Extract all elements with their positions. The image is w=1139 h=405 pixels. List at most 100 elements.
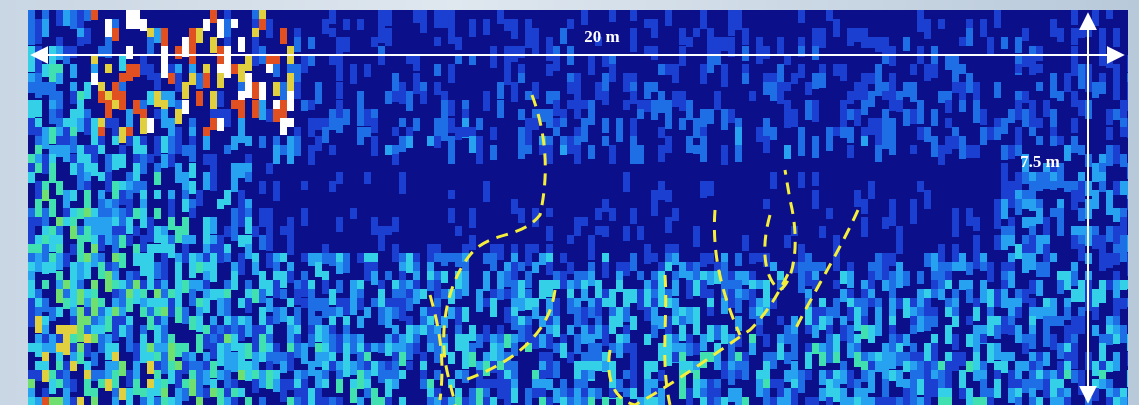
cell	[28, 217, 35, 235]
cell	[581, 127, 588, 142]
cell	[1092, 10, 1099, 26]
cell	[196, 280, 203, 291]
cell	[189, 379, 196, 396]
cell	[140, 100, 147, 110]
cell	[707, 181, 714, 196]
cell	[161, 397, 168, 405]
cell	[924, 316, 931, 331]
cell	[1071, 352, 1078, 369]
cell	[476, 145, 483, 164]
cell	[651, 253, 658, 262]
cell	[70, 244, 77, 255]
cell	[861, 100, 868, 115]
cell	[560, 253, 567, 263]
cell	[595, 280, 602, 290]
cell	[665, 217, 672, 233]
cell	[721, 361, 728, 379]
cell	[378, 370, 385, 383]
cell	[98, 127, 105, 137]
cell	[287, 145, 294, 164]
cell	[749, 307, 756, 319]
cell	[35, 253, 42, 272]
cell	[56, 253, 63, 270]
cell	[826, 10, 833, 21]
cell	[385, 316, 392, 328]
cell	[154, 226, 161, 243]
cell	[1120, 298, 1127, 309]
cell	[231, 100, 238, 109]
cell	[406, 325, 413, 345]
cell	[259, 289, 266, 303]
cell	[147, 352, 154, 362]
cell	[98, 199, 105, 217]
cell	[287, 73, 294, 83]
cell	[616, 262, 623, 271]
cell	[147, 154, 154, 163]
cell	[413, 280, 420, 290]
cell	[301, 55, 308, 73]
cell	[161, 253, 168, 273]
cell	[854, 190, 861, 207]
cell	[742, 28, 749, 45]
cell	[112, 325, 119, 341]
cell	[413, 10, 420, 23]
cell	[336, 100, 343, 119]
cell	[238, 370, 245, 380]
cell	[1092, 325, 1099, 336]
cell	[1071, 28, 1078, 45]
cell	[616, 343, 623, 358]
cell	[1127, 55, 1134, 72]
cell	[1050, 334, 1057, 350]
cell	[735, 10, 742, 30]
cell	[350, 388, 357, 403]
cell	[679, 118, 686, 130]
cell	[336, 82, 343, 99]
cell	[1113, 82, 1120, 92]
cell	[546, 379, 553, 390]
cell	[511, 262, 518, 282]
cell	[154, 334, 161, 343]
cell	[903, 397, 910, 405]
cell	[154, 190, 161, 199]
cell	[301, 352, 308, 364]
cell	[168, 154, 175, 167]
cell	[532, 37, 539, 56]
cell	[707, 352, 714, 362]
cell	[651, 361, 658, 372]
cell	[1057, 343, 1064, 359]
cell	[742, 235, 749, 251]
cell	[1078, 208, 1085, 221]
cell	[406, 316, 413, 326]
cell	[882, 352, 889, 372]
cell	[553, 325, 560, 337]
cell	[798, 379, 805, 393]
cell	[875, 82, 882, 96]
cell	[1113, 226, 1120, 246]
cell	[973, 370, 980, 381]
cell	[140, 334, 147, 352]
cell	[504, 55, 511, 75]
cell	[245, 82, 252, 98]
cell	[595, 388, 602, 399]
cell	[301, 343, 308, 352]
cell	[707, 379, 714, 397]
cell	[672, 298, 679, 318]
cell	[609, 10, 616, 22]
cell	[882, 217, 889, 229]
cell	[1036, 136, 1043, 145]
cell	[462, 370, 469, 383]
cell	[189, 28, 196, 48]
cell	[728, 388, 735, 402]
cell	[511, 280, 518, 298]
cell	[1008, 145, 1015, 159]
cell	[1078, 244, 1085, 261]
cell	[287, 82, 294, 92]
cell	[777, 316, 784, 325]
cell	[826, 208, 833, 219]
cell	[966, 73, 973, 93]
cell	[777, 37, 784, 56]
cell	[42, 298, 49, 312]
cell	[1001, 181, 1008, 200]
cell	[623, 334, 630, 344]
cell	[238, 100, 245, 119]
